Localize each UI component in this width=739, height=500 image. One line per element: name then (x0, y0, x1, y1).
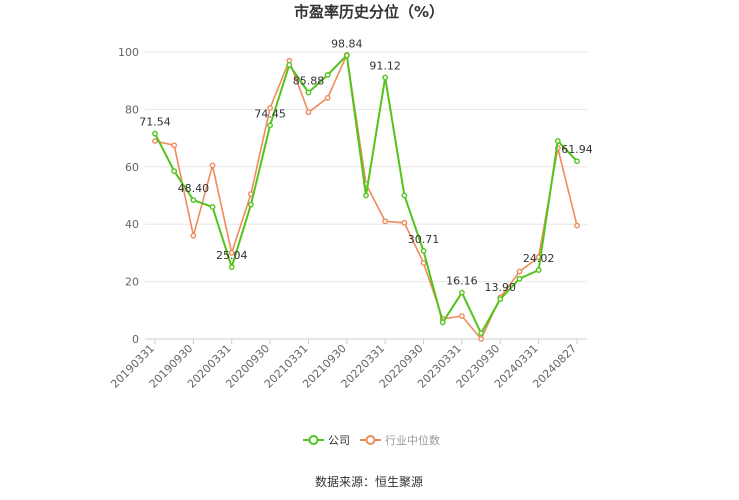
legend-marker-industry-median (365, 435, 376, 445)
x-axis: 2019033120190930202003312020093020210331… (108, 339, 579, 391)
point-company (478, 330, 484, 337)
y-tick-label: 20 (125, 276, 139, 289)
chart-title: 市盈率历史分位（%） (294, 3, 444, 21)
data-label: 91.12 (369, 59, 401, 72)
y-tick-label: 100 (118, 46, 139, 59)
point-company (516, 275, 523, 282)
plot-area (152, 51, 580, 342)
point-industry-median (478, 336, 484, 342)
data-label: 30.71 (408, 233, 440, 246)
legend-marker-company (308, 435, 319, 445)
legend-label-industry-median: 行业中位数 (385, 433, 440, 447)
point-industry-median (152, 138, 158, 144)
legend-label-company: 公司 (328, 434, 350, 447)
point-company (554, 138, 561, 144)
point-industry-median (209, 162, 216, 169)
point-company (248, 201, 254, 208)
legend[interactable]: 公司 行业中位数 (303, 433, 440, 447)
point-company (382, 74, 389, 81)
point-company (267, 122, 273, 129)
point-company (305, 89, 312, 96)
point-industry-median (171, 142, 178, 149)
data-label: 24.02 (523, 252, 555, 265)
point-company (439, 319, 446, 326)
point-industry-median (190, 232, 197, 239)
legend-item-industry-median[interactable]: 行业中位数 (360, 433, 440, 447)
point-industry-median (267, 105, 273, 111)
point-industry-median (420, 260, 427, 266)
data-label: 98.84 (331, 37, 363, 50)
data-labels: 71.54 48.40 25.04 74.45 85.88 98.84 91.12 30.71… (139, 37, 593, 294)
point-company (497, 296, 504, 303)
data-label: 85.88 (293, 75, 325, 88)
point-company (420, 247, 427, 254)
point-company (171, 168, 178, 175)
point-company (535, 267, 542, 273)
point-company (401, 192, 408, 199)
data-label: 48.40 (178, 182, 210, 195)
point-company (459, 289, 465, 296)
data-label: 74.45 (254, 107, 286, 120)
point-company (574, 158, 580, 165)
point-company (324, 72, 331, 78)
point-industry-median (401, 219, 408, 226)
data-label: 25.04 (216, 249, 248, 262)
data-label: 61.94 (561, 143, 593, 156)
y-tick-label: 60 (125, 161, 139, 174)
data-source: 数据来源：恒生聚源 (315, 474, 423, 489)
point-industry-median (516, 268, 523, 275)
point-company (286, 62, 293, 68)
data-label: 13.90 (485, 281, 517, 294)
y-tick-label: 40 (125, 218, 139, 231)
point-company (343, 52, 350, 59)
point-company (363, 192, 369, 199)
y-tick-label: 0 (132, 333, 139, 346)
point-industry-median (459, 313, 465, 319)
point-company (190, 197, 197, 203)
point-company (209, 204, 216, 210)
point-company (152, 130, 158, 137)
y-axis: 0 20 40 60 80 100 (118, 46, 139, 346)
legend-item-company[interactable]: 公司 (303, 434, 350, 447)
point-company (228, 264, 235, 271)
y-tick-label: 80 (125, 103, 139, 116)
point-industry-median (305, 109, 312, 116)
data-label: 16.16 (446, 275, 478, 288)
point-industry-median (228, 249, 235, 256)
data-label: 71.54 (139, 116, 171, 129)
point-industry-median (382, 218, 389, 225)
point-industry-median (324, 95, 331, 101)
point-industry-median (574, 222, 580, 229)
